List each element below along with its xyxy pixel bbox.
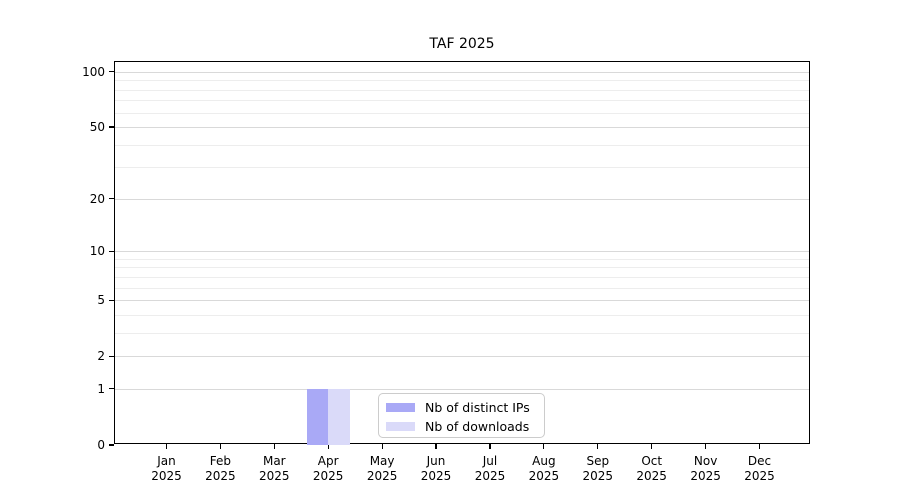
y-gridline-minor — [115, 276, 809, 278]
y-gridline-major — [115, 300, 809, 302]
x-tick-label: Jul 2025 — [460, 454, 520, 484]
x-tick-year: 2025 — [205, 469, 236, 483]
y-gridline-minor — [115, 258, 809, 260]
y-gridline-minor — [115, 314, 809, 316]
y-gridline-minor — [115, 100, 809, 102]
y-gridline-minor — [115, 89, 809, 91]
y-tick-mark — [109, 388, 114, 390]
x-tick-year: 2025 — [690, 469, 721, 483]
y-tick-label: 5 — [97, 293, 105, 308]
y-gridline-major — [115, 198, 809, 200]
legend-swatch — [386, 421, 415, 431]
y-tick-mark — [109, 299, 114, 301]
x-tick-year: 2025 — [259, 469, 290, 483]
x-tick-label: Oct 2025 — [622, 454, 682, 484]
x-tick-year: 2025 — [366, 469, 398, 483]
y-gridline-major — [115, 356, 809, 358]
y-gridline-minor — [115, 167, 809, 169]
x-tick-year: 2025 — [151, 469, 182, 483]
y-tick-mark — [109, 126, 114, 128]
y-tick-label: 1 — [97, 381, 105, 396]
x-tick-month: Sep — [586, 454, 610, 468]
x-tick-month: Mar — [262, 454, 286, 468]
y-gridline-minor — [115, 80, 809, 82]
y-tick-mark — [109, 250, 114, 252]
x-tick-mark — [435, 444, 437, 449]
x-tick-mark — [381, 444, 383, 449]
x-tick-month: Dec — [747, 454, 772, 468]
legend: Nb of distinct IPs Nb of downloads — [378, 393, 545, 438]
x-tick-mark — [705, 444, 707, 449]
x-tick-month: Oct — [641, 454, 663, 468]
y-tick-label: 50 — [89, 120, 105, 134]
x-tick-year: 2025 — [744, 469, 775, 483]
plot-area: Nb of distinct IPs Nb of downloads 0 1 2 5 1… — [82, 61, 810, 483]
x-tick-year: 2025 — [312, 469, 344, 483]
x-tick-mark — [273, 444, 275, 449]
y-gridline-minor — [115, 112, 809, 114]
legend-label: Nb of downloads — [425, 418, 530, 434]
x-tick-month: Jul — [482, 454, 498, 468]
x-tick-month: Feb — [209, 454, 232, 468]
x-tick-year: 2025 — [582, 469, 614, 483]
x-tick-label: May 2025 — [352, 454, 412, 484]
y-tick-label: 100 — [82, 64, 105, 79]
y-gridline-major — [115, 127, 809, 128]
y-tick-mark — [109, 444, 114, 446]
x-tick-mark — [597, 444, 599, 449]
bar-nb-of-distinct-ips — [306, 388, 329, 445]
x-tick-label: Feb 2025 — [190, 454, 250, 484]
x-tick-label: Mar 2025 — [244, 454, 304, 484]
y-gridline-minor — [115, 144, 809, 146]
x-tick-month: May — [369, 454, 395, 468]
x-tick-label: Dec 2025 — [730, 454, 790, 484]
y-tick-label: 20 — [89, 191, 105, 206]
x-tick-year: 2025 — [528, 469, 560, 483]
legend-item-downloads: Nb of downloads — [386, 417, 537, 435]
x-tick-month: Apr — [317, 454, 339, 468]
y-tick-mark — [109, 71, 114, 73]
x-tick-mark — [543, 444, 545, 449]
y-tick-label: 0 — [97, 438, 105, 452]
x-tick-label: Nov 2025 — [676, 454, 736, 484]
y-gridline-major — [115, 251, 809, 253]
x-tick-month: Aug — [532, 454, 556, 468]
x-tick-month: Jun — [426, 454, 446, 468]
y-tick-mark — [109, 355, 114, 357]
bar-nb-of-downloads — [328, 388, 350, 445]
x-tick-mark — [489, 444, 491, 449]
y-gridline-minor — [115, 287, 809, 289]
x-tick-label: Sep 2025 — [568, 454, 628, 484]
x-tick-label: Jan 2025 — [137, 454, 197, 484]
x-tick-year: 2025 — [420, 469, 452, 483]
y-gridline-major — [115, 388, 809, 390]
x-tick-label: Jun 2025 — [406, 454, 466, 484]
x-tick-month: Nov — [693, 454, 718, 468]
x-tick-label: Apr 2025 — [298, 454, 358, 484]
x-tick-month: Jan — [157, 454, 176, 468]
legend-swatch — [386, 402, 415, 412]
y-gridline-minor — [115, 267, 809, 269]
legend-label: Nb of distinct IPs — [425, 399, 530, 415]
x-tick-mark — [165, 444, 168, 449]
y-gridline-minor — [115, 332, 809, 334]
chart-title: TAF 2025 — [429, 36, 495, 52]
x-tick-label: Aug 2025 — [514, 454, 574, 484]
y-tick-label: 2 — [97, 349, 105, 364]
legend-item-distinct-ips: Nb of distinct IPs — [386, 398, 537, 416]
x-tick-mark — [758, 444, 761, 449]
y-tick-label: 10 — [89, 244, 105, 259]
x-tick-mark — [219, 444, 221, 449]
y-gridline-major — [115, 71, 809, 73]
x-tick-year: 2025 — [474, 469, 506, 483]
x-tick-year: 2025 — [636, 469, 667, 483]
x-tick-mark — [327, 444, 329, 449]
y-tick-mark — [109, 198, 114, 200]
x-tick-mark — [651, 444, 653, 449]
